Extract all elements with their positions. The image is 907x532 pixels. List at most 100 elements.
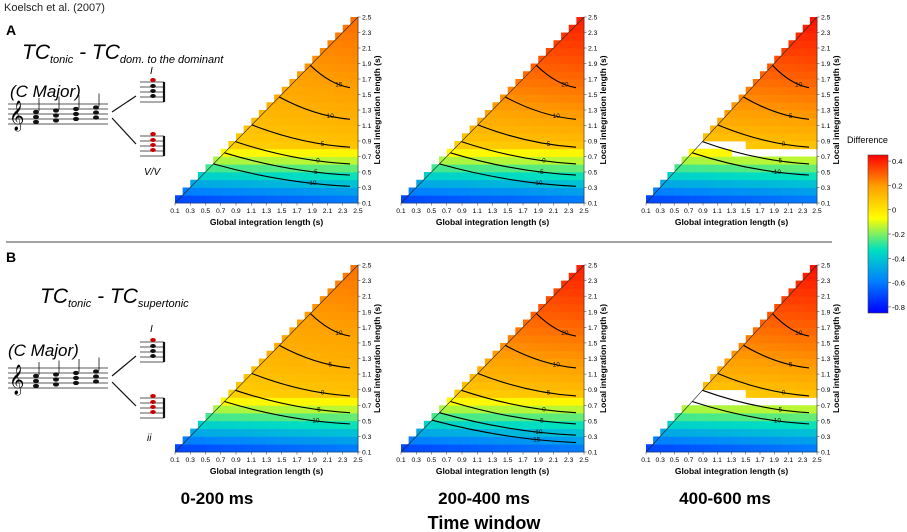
heatmap-cell xyxy=(312,164,321,173)
heatmap-cell xyxy=(576,172,585,181)
heatmap-cell xyxy=(760,374,768,383)
heatmap-cell xyxy=(500,195,509,204)
heatmap-cell xyxy=(545,133,554,142)
heatmap-cell xyxy=(335,350,344,359)
branch-note-head xyxy=(150,405,156,409)
heatmap-cell xyxy=(760,110,768,119)
heatmap-cell xyxy=(695,444,704,453)
heatmap-cell xyxy=(523,428,532,437)
heatmap-cell xyxy=(484,195,493,204)
heatmap-cell xyxy=(717,125,725,134)
heatmap-cell xyxy=(523,156,532,165)
heatmap-cell xyxy=(446,156,455,165)
heatmap-cell xyxy=(717,420,725,430)
heatmap-cell xyxy=(228,436,237,445)
heatmap-cell xyxy=(710,172,718,181)
heatmap-cell xyxy=(454,420,463,430)
y-tick-label: 1.5 xyxy=(362,92,372,99)
heatmap-cell xyxy=(731,164,740,173)
heatmap-cell xyxy=(515,133,524,142)
heatmap-cell xyxy=(695,164,704,173)
heatmap-cell xyxy=(795,156,804,165)
heatmap-cell xyxy=(350,148,359,157)
contour-line xyxy=(536,65,577,89)
heatmap-cell xyxy=(745,366,754,375)
heatmap-cell xyxy=(327,428,336,437)
heatmap-cell xyxy=(553,428,562,437)
heatmap-cell xyxy=(416,436,425,445)
heatmap-cell xyxy=(454,428,463,437)
heatmap-cell xyxy=(500,428,509,437)
heatmap-cell xyxy=(561,94,570,103)
heatmap-cell xyxy=(342,444,351,453)
x-tick-label: 1.1 xyxy=(713,457,723,464)
heatmap-cell xyxy=(312,436,321,445)
heatmap-cell xyxy=(568,327,577,336)
heatmap-cell xyxy=(304,413,313,422)
heatmap-cell xyxy=(251,164,260,173)
colorbar: Difference 0.40.20-0.2-0.4-0.6-0.8 xyxy=(847,135,905,314)
heatmap-cell xyxy=(561,40,570,49)
heatmap-cell xyxy=(767,141,775,150)
heatmap-cell xyxy=(266,133,275,142)
heatmap-cell xyxy=(327,444,336,453)
heatmap-cell xyxy=(545,179,554,188)
contour-label: -5 xyxy=(538,169,544,176)
heatmap-cell xyxy=(350,436,359,445)
heatmap-cell xyxy=(545,141,554,150)
heatmap-cell xyxy=(297,327,306,336)
heatmap-cell xyxy=(760,172,768,181)
heatmap-cell xyxy=(350,280,359,289)
heatmap-cell xyxy=(319,63,328,72)
heatmap-cell xyxy=(717,172,725,181)
heatmap-cell xyxy=(484,389,493,398)
heatmap-cell xyxy=(760,342,768,352)
y-tick-label: 1.7 xyxy=(821,77,831,84)
y-tick-label: 0.1 xyxy=(362,450,372,457)
heatmap-cell xyxy=(809,428,818,437)
heatmap-cell xyxy=(236,148,245,157)
heatmap-cell xyxy=(545,358,554,367)
heatmap-cell xyxy=(251,405,260,414)
heatmap-cell xyxy=(477,413,486,422)
heatmap-cell xyxy=(350,48,359,57)
heatmap-cell xyxy=(553,327,562,336)
heatmap-cell xyxy=(703,405,711,414)
heatmap-cell xyxy=(266,125,275,134)
heatmap-cell xyxy=(760,436,768,445)
y-axis-label: Local integration length (s) xyxy=(831,55,841,164)
heatmap-cell xyxy=(327,296,336,305)
heatmap-cell xyxy=(802,117,811,126)
heatmap-cell xyxy=(304,102,313,111)
heatmap-cell xyxy=(788,335,797,344)
heatmap-cell xyxy=(717,133,725,142)
heatmap-cell xyxy=(745,444,754,453)
heatmap-cell xyxy=(342,288,351,297)
heatmap-cell xyxy=(523,86,532,95)
heatmap-cell xyxy=(416,444,425,453)
heatmap-cell xyxy=(484,405,493,414)
heatmap-cell xyxy=(538,195,547,204)
heatmap-cell xyxy=(767,110,775,119)
heatmap-cell xyxy=(731,179,740,188)
y-axis-label: Local integration length (s) xyxy=(372,55,382,164)
heatmap-cell xyxy=(530,94,539,103)
heatmap-cell xyxy=(228,405,237,414)
heatmap-cell xyxy=(446,428,455,437)
y-tick-label: 2.3 xyxy=(821,278,831,285)
heatmap-cell xyxy=(745,381,754,391)
heatmap-cell xyxy=(492,172,501,181)
heatmap-cell xyxy=(809,141,818,150)
heatmap-cell xyxy=(477,172,486,181)
heatmap-cell xyxy=(545,303,554,313)
heatmap-cell xyxy=(297,125,306,134)
heatmap-cell xyxy=(327,94,336,103)
heatmap-cell xyxy=(553,374,562,383)
heatmap-cell xyxy=(695,187,704,196)
heatmap-cell xyxy=(335,156,344,165)
heatmap-cell xyxy=(774,428,782,437)
heatmap-cell xyxy=(809,48,818,57)
heatmap-cell xyxy=(236,436,245,445)
heatmap-cell xyxy=(297,117,306,126)
heatmap-cell xyxy=(795,117,804,126)
